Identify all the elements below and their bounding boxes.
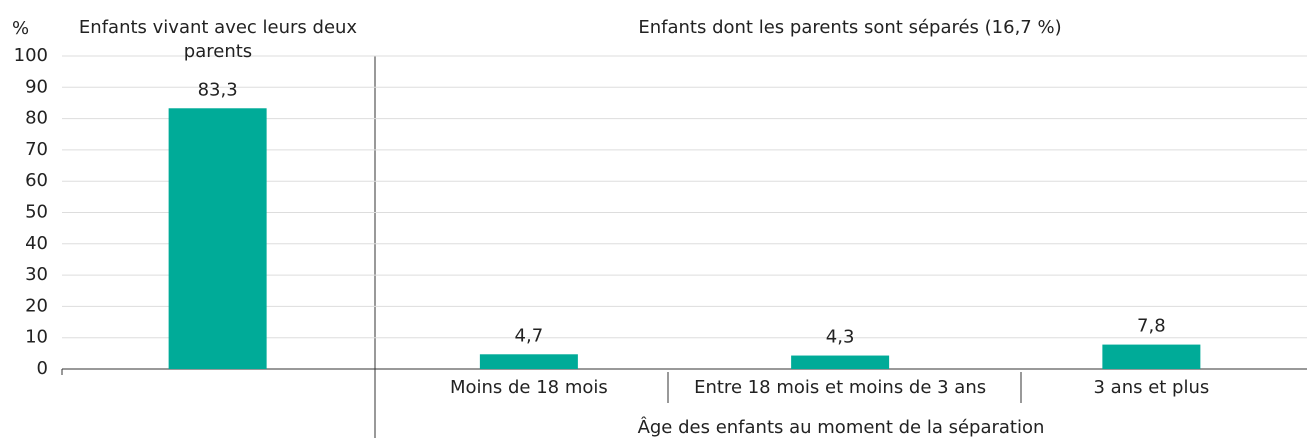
x-tick-label: 3 ans et plus [1093, 377, 1209, 398]
y-axis-unit: % [12, 18, 29, 39]
bar [479, 354, 578, 369]
x-tick-label: Moins de 18 mois [450, 377, 608, 398]
group-label: Enfants dont les parents sont séparés (1… [638, 17, 1062, 38]
y-tick-label: 70 [25, 139, 48, 160]
x-axis-label: Âge des enfants au moment de la séparati… [638, 416, 1045, 438]
y-tick-label: 20 [25, 295, 48, 316]
y-tick-label: 80 [25, 108, 48, 129]
y-tick-label: 100 [14, 45, 48, 66]
x-tick-label: Entre 18 mois et moins de 3 ans [694, 377, 986, 398]
value-label: 7,8 [1137, 316, 1166, 337]
group-label: Enfants vivant avec leurs deux parents [78, 17, 358, 62]
y-tick-label: 40 [25, 233, 48, 254]
y-tick-label: 0 [37, 358, 48, 379]
value-label: 4,7 [515, 325, 544, 346]
value-label: 83,3 [198, 79, 238, 100]
bar [168, 108, 267, 370]
bar [791, 355, 890, 369]
y-tick-label: 60 [25, 170, 48, 191]
y-tick-label: 10 [25, 327, 48, 348]
value-label: 4,3 [826, 327, 855, 348]
bar [1102, 344, 1201, 369]
y-tick-label: 30 [25, 264, 48, 285]
y-tick-label: 90 [25, 76, 48, 97]
y-tick-label: 50 [25, 202, 48, 223]
